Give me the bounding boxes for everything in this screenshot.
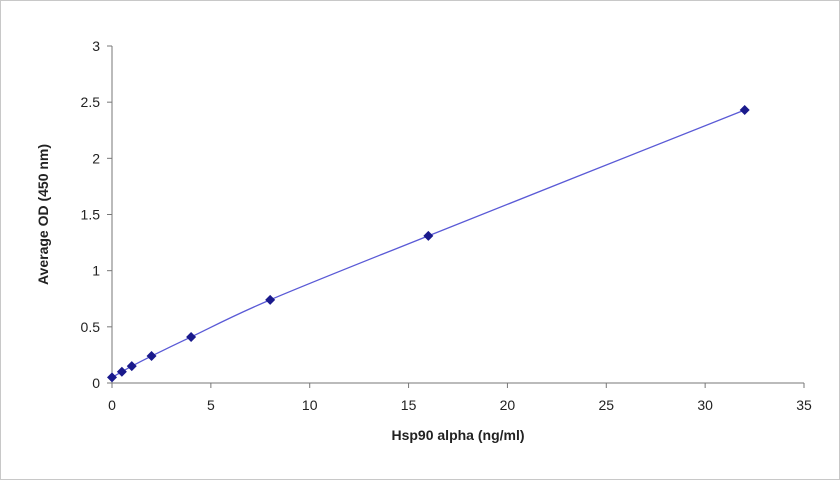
x-tick-label: 30 — [697, 397, 713, 413]
y-tick-label: 0 — [92, 375, 100, 391]
y-tick-label: 2.5 — [81, 94, 101, 110]
axes — [111, 46, 804, 384]
x-axis-title: Hsp90 alpha (ng/ml) — [391, 427, 524, 443]
x-tick-label: 10 — [302, 397, 318, 413]
x-tick-label: 20 — [500, 397, 516, 413]
y-tick-label: 0.5 — [81, 319, 101, 335]
series-line — [111, 109, 745, 378]
x-tick-label: 25 — [598, 397, 614, 413]
data-point — [126, 361, 137, 372]
x-tick-label: 5 — [207, 397, 215, 413]
data-point — [186, 331, 197, 342]
x-tick-label: 35 — [796, 397, 812, 413]
data-point — [265, 294, 276, 305]
y-tick-label: 3 — [92, 38, 100, 54]
data-point — [116, 366, 127, 377]
data-point — [423, 230, 434, 241]
y-tick-label: 1.5 — [81, 207, 101, 223]
tick-marks: 0 5 10 15 20 25 30 35 0 0.5 1 1.5 2 2.5 3 — [81, 38, 812, 413]
data-point — [146, 351, 157, 362]
data-point — [107, 372, 117, 383]
series-layer — [107, 105, 750, 383]
y-tick-label: 1 — [92, 263, 100, 279]
x-tick-label: 0 — [108, 397, 116, 413]
x-tick-label: 15 — [401, 397, 417, 413]
y-tick-label: 2 — [92, 150, 100, 166]
data-point — [739, 105, 750, 116]
y-axis-title: Average OD (450 nm) — [35, 144, 51, 285]
